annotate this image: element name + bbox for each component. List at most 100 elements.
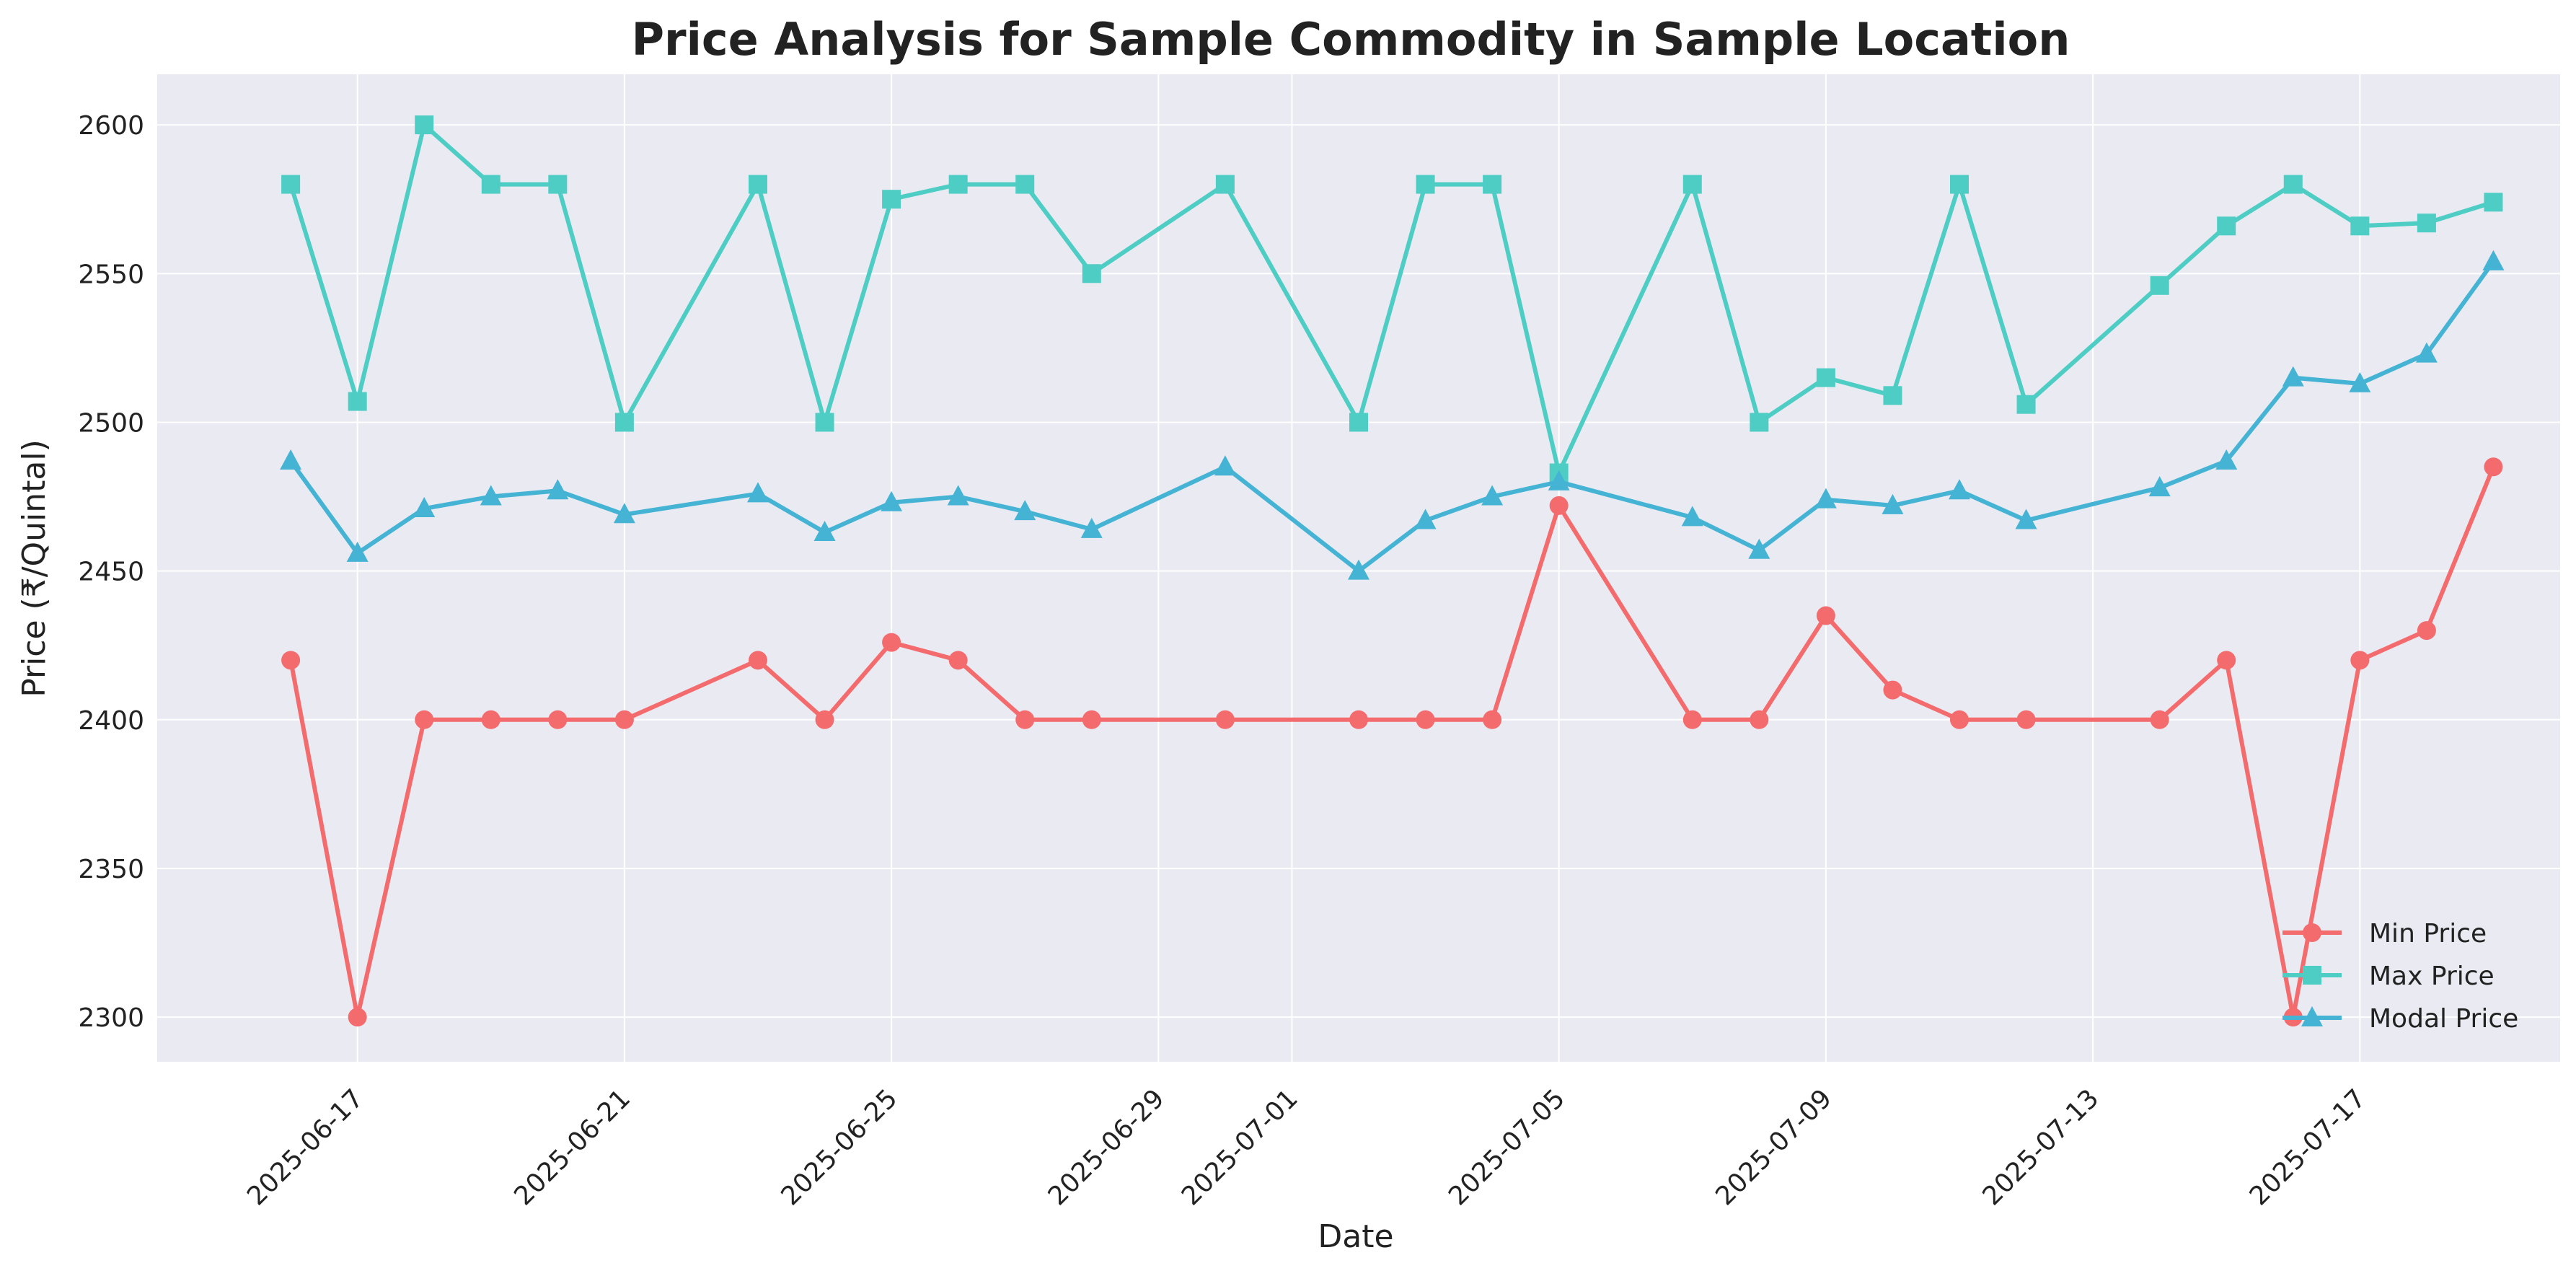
x-tick-label: 2025-07-17 (2244, 1083, 2372, 1211)
modal-price-point (613, 503, 635, 524)
max-price-point (1416, 175, 1435, 194)
min-price-point (2417, 621, 2436, 641)
x-axis-label: Date (1318, 1218, 1393, 1255)
min-price-point (1682, 710, 1702, 729)
max-price-point (882, 190, 901, 209)
legend: Min Price Max Price Modal Price (2282, 919, 2518, 1034)
max-price-point (481, 175, 500, 194)
max-price-point (1483, 175, 1502, 194)
max-price-point (2484, 193, 2503, 212)
y-tick-label: 2450 (78, 558, 144, 587)
y-tick-label: 2400 (78, 706, 144, 736)
modal-price-series (280, 250, 2505, 580)
min-price-point (415, 710, 434, 729)
modal-price-point (280, 449, 302, 470)
min-price-point (1950, 710, 1969, 729)
max-price-point (1349, 413, 1368, 432)
min-price-point (2150, 710, 2169, 729)
x-tick-label: 2025-07-05 (1443, 1083, 1571, 1211)
max-price-point (1082, 264, 1101, 283)
max-price-point (749, 175, 767, 194)
min-price-point (2350, 651, 2370, 670)
min-price-point (1082, 710, 1101, 729)
max-price-point (815, 413, 834, 432)
max-price-point (2283, 175, 2303, 194)
y-tick-label: 2300 (78, 1003, 144, 1033)
legend-label-modal-price: Modal Price (2369, 1004, 2518, 1034)
series-layer (280, 115, 2505, 1027)
chart-title: Price Analysis for Sample Commodity in S… (632, 13, 2070, 66)
min-price-point (548, 710, 568, 729)
x-tick-label: 2025-06-29 (1043, 1083, 1170, 1211)
min-price-point (614, 710, 634, 729)
legend-item-modal-price: Modal Price (2282, 1004, 2518, 1034)
max-price-point (614, 413, 634, 432)
modal-price-point (1014, 500, 1036, 521)
modal-price-point (1748, 538, 1770, 559)
max-price-point (2350, 216, 2370, 236)
modal-price-point (547, 479, 569, 500)
modal-price-point (346, 541, 369, 562)
max-price-point (348, 392, 367, 411)
modal-price-point (1882, 493, 1904, 514)
x-tick-label: 2025-06-17 (242, 1083, 369, 1211)
min-price-point (1549, 496, 1569, 515)
modal-price-point (1348, 559, 1369, 580)
modal-price-point (2015, 509, 2037, 529)
y-tick-label: 2500 (78, 408, 144, 438)
max-price-point (1883, 386, 1902, 405)
modal-price-point (1814, 488, 1837, 509)
min-price-series (281, 457, 2503, 1027)
legend-label-min-price: Min Price (2369, 919, 2487, 949)
min-price-point (1816, 606, 1835, 625)
x-tick-label: 2025-06-21 (508, 1083, 636, 1211)
min-price-point (281, 651, 301, 670)
max-price-point (2016, 395, 2036, 414)
min-price-point (2484, 457, 2503, 477)
min-price-point (1015, 710, 1035, 729)
legend-label-max-price: Max Price (2369, 962, 2495, 991)
max-price-point (2150, 276, 2169, 295)
y-tick-label: 2600 (78, 111, 144, 141)
min-price-point (2217, 651, 2236, 670)
min-price-point (749, 651, 767, 670)
modal-price-point (1681, 506, 1703, 527)
max-price-point (1215, 175, 1235, 194)
modal-price-point (1414, 509, 1437, 529)
min-price-point (2016, 710, 2036, 729)
y-axis-label: Price (₹/Quintal) (16, 439, 53, 698)
legend-marker-max-price (2303, 966, 2321, 985)
max-price-point (2417, 214, 2436, 233)
y-tick-label: 2350 (78, 855, 144, 884)
modal-price-point (1548, 470, 1570, 490)
modal-price-point (2415, 342, 2438, 363)
modal-price-point (1481, 485, 1504, 506)
legend-marker-min-price (2303, 923, 2321, 942)
modal-price-point (2349, 371, 2371, 392)
max-price-point (1015, 175, 1035, 194)
min-price-point (1883, 680, 1902, 700)
max-price-point (548, 175, 568, 194)
max-price-point (1682, 175, 1702, 194)
modal-price-point (480, 485, 502, 506)
modal-price-point (947, 485, 969, 506)
x-tick-label: 2025-07-13 (1977, 1083, 2105, 1211)
modal-price-point (813, 521, 836, 542)
max-price-point (1950, 175, 1969, 194)
modal-price-point (1214, 455, 1236, 476)
modal-price-point (2148, 476, 2171, 497)
x-tick-label: 2025-07-01 (1176, 1083, 1304, 1211)
max-price-point (281, 175, 301, 194)
y-tick-label: 2550 (78, 260, 144, 289)
x-tick-label: 2025-07-09 (1710, 1083, 1838, 1211)
min-price-point (348, 1008, 367, 1027)
modal-price-point (1949, 479, 1970, 500)
min-price-point (1215, 710, 1235, 729)
legend-item-min-price: Min Price (2282, 919, 2487, 949)
max-price-point (1816, 368, 1835, 387)
min-price-point (948, 651, 968, 670)
modal-price-point (2215, 449, 2238, 470)
legend-marker-modal-price (2301, 1006, 2323, 1026)
modal-price-point (747, 482, 769, 503)
